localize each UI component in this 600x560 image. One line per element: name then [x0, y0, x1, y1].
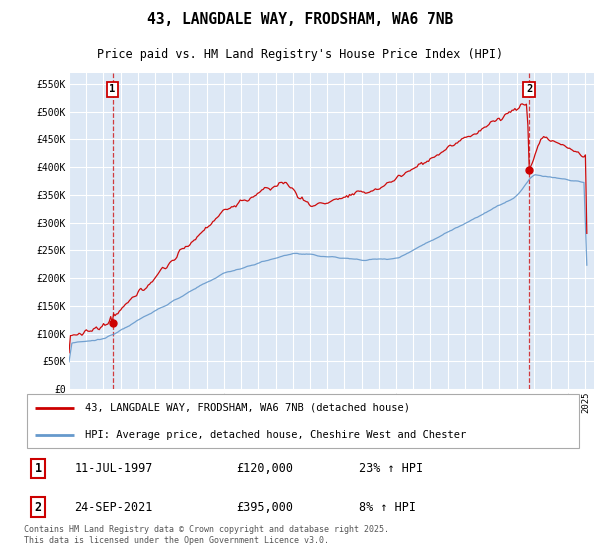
Text: 8% ↑ HPI: 8% ↑ HPI — [359, 501, 416, 514]
Text: £395,000: £395,000 — [236, 501, 293, 514]
Text: 23% ↑ HPI: 23% ↑ HPI — [359, 462, 423, 475]
Text: 43, LANGDALE WAY, FRODSHAM, WA6 7NB: 43, LANGDALE WAY, FRODSHAM, WA6 7NB — [147, 12, 453, 27]
Text: Contains HM Land Registry data © Crown copyright and database right 2025.
This d: Contains HM Land Registry data © Crown c… — [24, 525, 389, 545]
Text: Price paid vs. HM Land Registry's House Price Index (HPI): Price paid vs. HM Land Registry's House … — [97, 48, 503, 61]
Text: 2: 2 — [34, 501, 41, 514]
Text: 24-SEP-2021: 24-SEP-2021 — [74, 501, 152, 514]
Text: 43, LANGDALE WAY, FRODSHAM, WA6 7NB (detached house): 43, LANGDALE WAY, FRODSHAM, WA6 7NB (det… — [85, 403, 410, 413]
Text: 11-JUL-1997: 11-JUL-1997 — [74, 462, 152, 475]
Text: HPI: Average price, detached house, Cheshire West and Chester: HPI: Average price, detached house, Ches… — [85, 430, 467, 440]
FancyBboxPatch shape — [27, 394, 579, 449]
Text: 1: 1 — [109, 85, 116, 95]
Text: 1: 1 — [34, 462, 41, 475]
Text: 2: 2 — [526, 85, 532, 95]
Text: £120,000: £120,000 — [236, 462, 293, 475]
